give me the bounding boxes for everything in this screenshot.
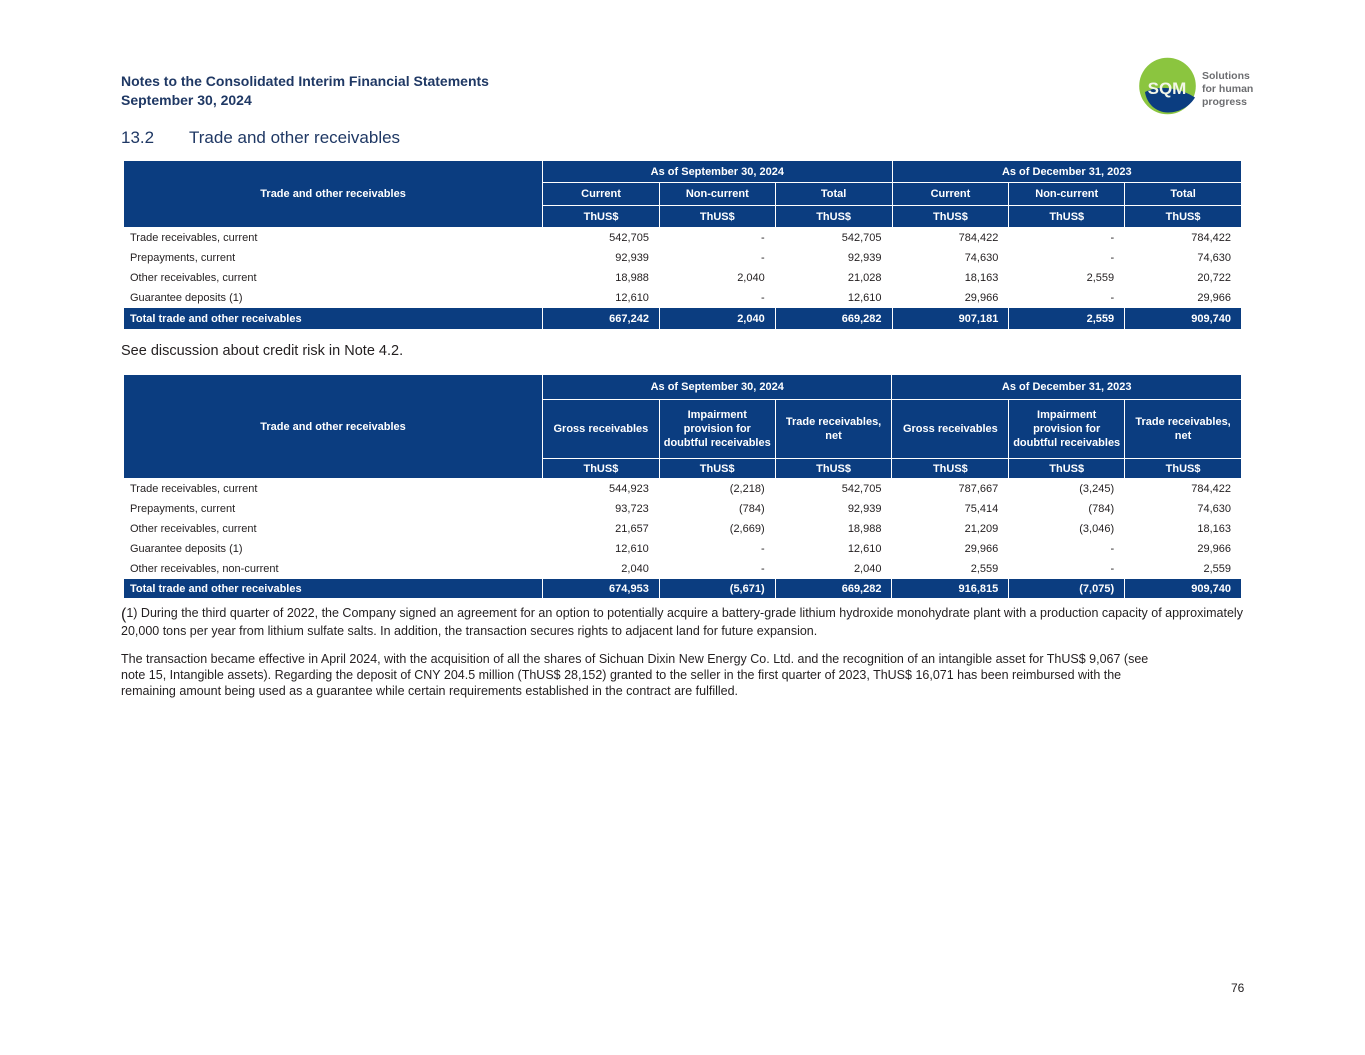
svg-text:SQM: SQM	[1148, 79, 1187, 98]
svg-text:for human: for human	[1202, 83, 1253, 95]
svg-text:Solutions: Solutions	[1202, 70, 1250, 82]
svg-text:progress: progress	[1202, 96, 1247, 108]
